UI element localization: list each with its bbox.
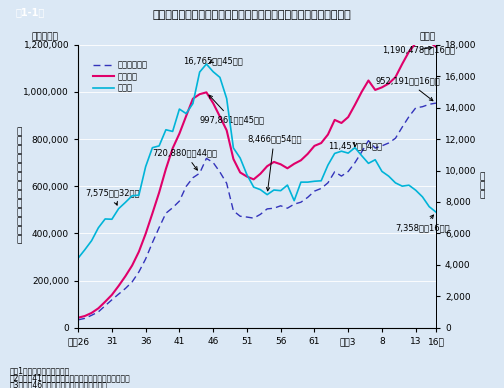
Legend: 事故発生件数, 死傷者数, 死者数: 事故発生件数, 死傷者数, 死者数 bbox=[89, 57, 151, 96]
Y-axis label: 交
通
事
故
発
生
件
数
・
死
傷
者
数: 交 通 事 故 発 生 件 数 ・ 死 傷 者 数 bbox=[17, 128, 22, 245]
Text: （人）: （人） bbox=[420, 33, 436, 42]
Text: 7,358人（16年）: 7,358人（16年） bbox=[396, 215, 450, 232]
Text: 2　昭和41年以降の件数には，物損事故を含まない。: 2 昭和41年以降の件数には，物損事故を含まない。 bbox=[10, 374, 131, 383]
Text: 3　昭和46年までは，沖縄県を含まない。: 3 昭和46年までは，沖縄県を含まない。 bbox=[10, 381, 108, 388]
Text: 1,190,478人（16年）: 1,190,478人（16年） bbox=[382, 45, 455, 54]
Text: 16,765人（45年）: 16,765人（45年） bbox=[183, 57, 242, 66]
Text: 720,880件（44年）: 720,880件（44年） bbox=[152, 149, 217, 170]
Text: 952,191件（16年）: 952,191件（16年） bbox=[375, 76, 440, 101]
Text: 997,861人（45年）: 997,861人（45年） bbox=[200, 95, 265, 125]
Text: ㅔ1-1図: ㅔ1-1図 bbox=[16, 8, 45, 17]
Text: 8,466人（54年）: 8,466人（54年） bbox=[247, 134, 301, 191]
Text: （人，件）: （人，件） bbox=[32, 33, 58, 42]
Y-axis label: 死
者
数: 死 者 数 bbox=[479, 173, 485, 200]
Text: 道路交通事故による交通事故発生件数，死傷者数及び死者数の推移: 道路交通事故による交通事故発生件数，死傷者数及び死者数の推移 bbox=[153, 10, 351, 20]
Text: 11,451人（4年）: 11,451人（4年） bbox=[328, 142, 382, 151]
Text: 7,575人（32年）: 7,575人（32年） bbox=[85, 189, 140, 205]
Text: 注　1　警察庁資料による。: 注 1 警察庁資料による。 bbox=[10, 367, 71, 376]
